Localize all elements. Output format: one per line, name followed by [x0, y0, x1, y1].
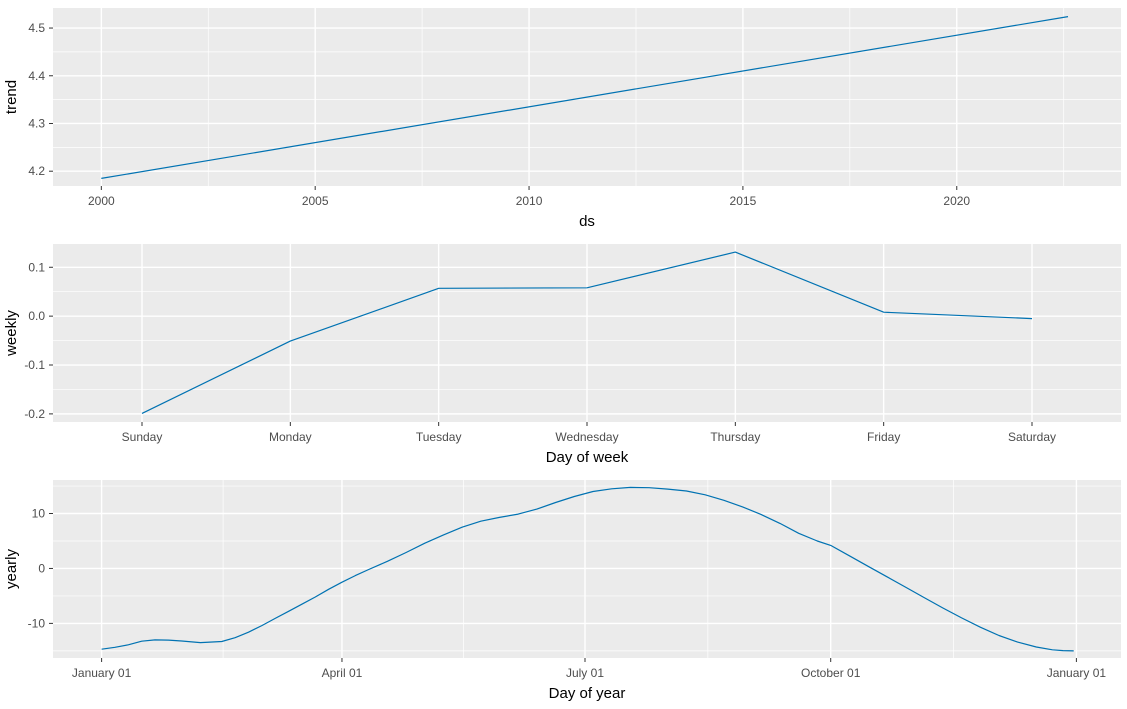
x-tick-label: January 01	[1047, 666, 1107, 680]
y-tick-label: 10	[32, 507, 46, 521]
x-tick-label: April 01	[322, 666, 363, 680]
x-tick-label: 2015	[730, 194, 757, 208]
y-tick-label: 4.4	[28, 69, 45, 83]
x-axis-title: Day of week	[546, 449, 629, 466]
x-tick-label: 2000	[88, 194, 115, 208]
trend-line	[101, 16, 1069, 179]
weekly-line	[141, 251, 1033, 414]
y-tick-label: -0.2	[24, 407, 45, 421]
y-tick-label: 0.1	[28, 260, 45, 274]
x-tick-label: Monday	[269, 430, 312, 444]
y-tick-label: -10	[28, 616, 46, 630]
x-tick-label: Tuesday	[416, 430, 462, 444]
x-tick-label: January 01	[72, 666, 132, 680]
y-axis-title: weekly	[3, 310, 20, 357]
x-tick-label: Sunday	[122, 430, 163, 444]
trend-panel: 2000 2005 2010 2015 2020 4.2 4.3 4.4 4.5 ds trend	[3, 8, 1121, 230]
yearly-panel: January 01 April 01 July 01 October 01 Janua…	[3, 480, 1121, 702]
y-tick-label: 4.2	[28, 164, 45, 178]
x-axis-title: Day of year	[549, 685, 626, 702]
y-tick-label: 0.0	[28, 309, 45, 323]
weekly-panel: Sunday Monday Tuesday Wednesday Thursday Frid…	[3, 244, 1121, 466]
x-tick-label: 2005	[302, 194, 329, 208]
y-axis-title: yearly	[3, 548, 20, 589]
x-tick-label: Wednesday	[555, 430, 618, 444]
y-axis-title: trend	[3, 80, 20, 114]
x-tick-label: 2010	[516, 194, 543, 208]
x-tick-label: Thursday	[710, 430, 760, 444]
y-tick-label: 4.5	[28, 21, 45, 35]
x-tick-label: Saturday	[1008, 430, 1056, 444]
x-tick-label: October 01	[801, 666, 861, 680]
y-tick-label: 0	[38, 561, 45, 575]
x-axis-title: ds	[579, 213, 595, 230]
yearly-line	[101, 486, 1074, 652]
y-tick-label: 4.3	[28, 116, 45, 130]
y-tick-label: -0.1	[24, 358, 45, 372]
x-tick-label: Friday	[867, 430, 900, 444]
x-tick-label: 2020	[943, 194, 970, 208]
x-tick-label: July 01	[566, 666, 604, 680]
